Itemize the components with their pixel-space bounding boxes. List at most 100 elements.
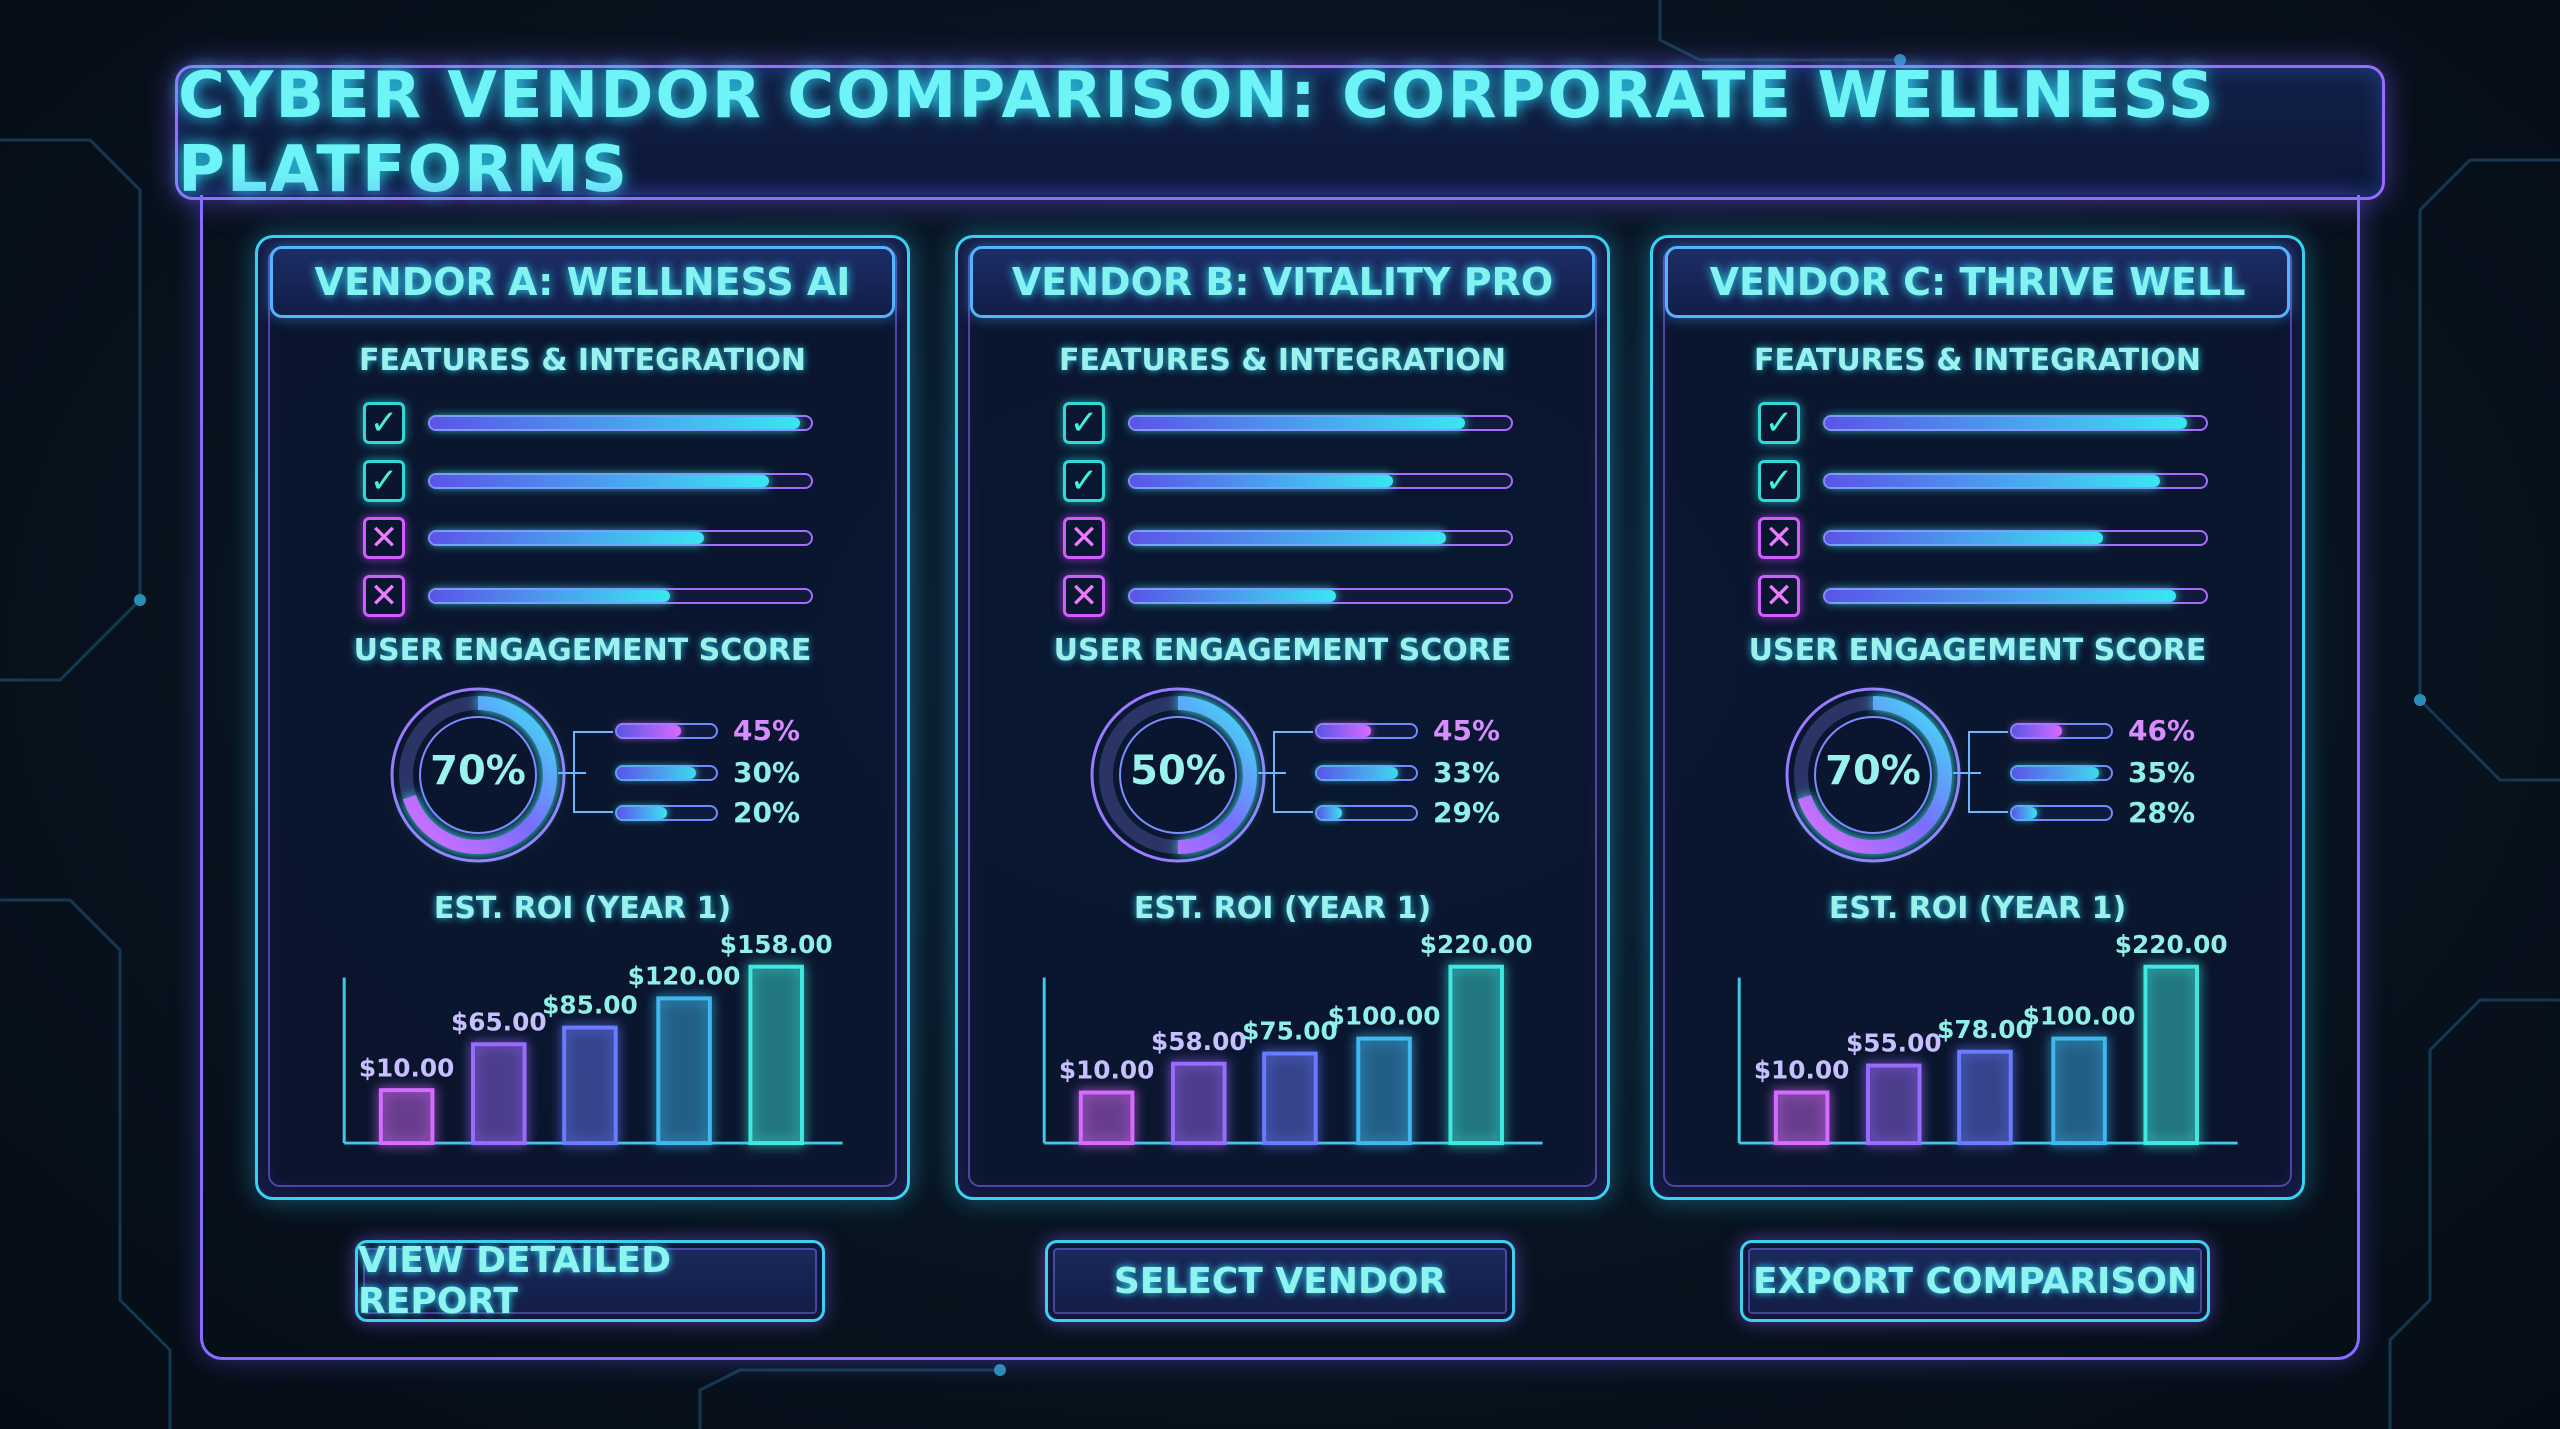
- breakdown-label: 33%: [1433, 756, 1501, 789]
- roi-bar-chart: $10.00 $58.00 $75.00 $100.00 $220.00: [1042, 930, 1543, 1146]
- roi-value-label: $78.00: [1937, 1015, 2033, 1044]
- roi-value-label: $55.00: [1846, 1029, 1942, 1058]
- outer-frame: [200, 195, 2360, 1360]
- vendor-header: VENDOR A: WELLNESS AI: [270, 246, 895, 318]
- checkbox-cross-icon: ✕: [1063, 517, 1105, 559]
- connector-line: [1258, 772, 1286, 774]
- button-label: VIEW DETAILED REPORT: [358, 1240, 671, 1322]
- breakdown-bar: [2010, 765, 2113, 781]
- breakdown-label: 29%: [1433, 796, 1501, 829]
- roi-value-label: $75.00: [1242, 1017, 1338, 1046]
- vendor-name: VENDOR B: VITALITY PRO: [1011, 260, 1554, 304]
- engagement-donut: [1090, 687, 1266, 863]
- roi-title: EST. ROI (YEAR 1): [1828, 891, 2127, 926]
- feature-progress-bar: [1823, 473, 2208, 489]
- engagement-score: 50%: [1130, 748, 1226, 794]
- roi-value-label: $10.00: [1754, 1056, 1850, 1085]
- roi-value-label: $58.00: [1151, 1027, 1247, 1056]
- breakdown-bar: [2010, 723, 2113, 739]
- title-banner: CYBER VENDOR COMPARISON: CORPORATE WELLN…: [175, 59, 2385, 207]
- roi-bar: [748, 964, 804, 1146]
- roi-title: EST. ROI (YEAR 1): [1133, 891, 1432, 926]
- breakdown-bar: [615, 765, 718, 781]
- checkbox-checked-icon: ✓: [1758, 402, 1800, 444]
- feature-progress-bar: [1128, 588, 1513, 604]
- vendor-header: VENDOR C: THRIVE WELL: [1665, 246, 2290, 318]
- roi-bar-chart: $10.00 $65.00 $85.00 $120.00 $158.00: [342, 930, 843, 1146]
- view-detailed-report-button[interactable]: VIEW DETAILED REPORT: [355, 1240, 825, 1322]
- page-title: CYBER VENDOR COMPARISON: CORPORATE WELLN…: [178, 58, 2216, 207]
- engagement-title: USER ENGAGEMENT SCORE: [353, 633, 812, 668]
- breakdown-label: 46%: [2128, 714, 2196, 747]
- roi-value-label: $85.00: [542, 991, 638, 1020]
- engagement-title: USER ENGAGEMENT SCORE: [1748, 633, 2207, 668]
- feature-progress-bar: [1823, 530, 2208, 546]
- features-title: FEATURES & INTEGRATION: [1753, 343, 2202, 378]
- checkbox-checked-icon: ✓: [363, 402, 405, 444]
- checkbox-cross-icon: ✕: [1758, 517, 1800, 559]
- connector-line: [558, 772, 586, 774]
- checkbox-checked-icon: ✓: [363, 460, 405, 502]
- feature-progress-bar: [1128, 530, 1513, 546]
- checkbox-checked-icon: ✓: [1063, 402, 1105, 444]
- button-label: EXPORT COMPARISON: [1752, 1260, 2198, 1302]
- breakdown-label: 28%: [2128, 796, 2196, 829]
- roi-bar: [656, 996, 712, 1146]
- feature-progress-bar: [428, 530, 813, 546]
- vendor-panel-c: VENDOR C: THRIVE WELL FEATURES & INTEGRA…: [1650, 235, 2305, 1200]
- engagement-score: 70%: [430, 748, 526, 794]
- feature-progress-bar: [1823, 415, 2208, 431]
- breakdown-label: 35%: [2128, 756, 2196, 789]
- breakdown-bar: [1315, 765, 1418, 781]
- roi-bar: [471, 1042, 527, 1146]
- feature-progress-bar: [1128, 473, 1513, 489]
- feature-progress-bar: [428, 415, 813, 431]
- vendor-name: VENDOR C: THRIVE WELL: [1709, 260, 2246, 304]
- feature-progress-bar: [428, 588, 813, 604]
- roi-bar: [1773, 1090, 1830, 1146]
- breakdown-label: 20%: [733, 796, 801, 829]
- breakdown-label: 45%: [1433, 714, 1501, 747]
- roi-value-label: $65.00: [451, 1007, 547, 1036]
- roi-title: EST. ROI (YEAR 1): [433, 891, 732, 926]
- checkbox-checked-icon: ✓: [1063, 460, 1105, 502]
- breakdown-bar: [1315, 805, 1418, 821]
- feature-progress-bar: [428, 473, 813, 489]
- engagement-title: USER ENGAGEMENT SCORE: [1053, 633, 1512, 668]
- roi-bar: [562, 1025, 618, 1146]
- connector-line: [1953, 772, 1981, 774]
- roi-bar: [2051, 1036, 2107, 1146]
- breakdown-bar: [615, 723, 718, 739]
- roi-value-label: $10.00: [1059, 1056, 1155, 1085]
- engagement-score: 70%: [1825, 748, 1921, 794]
- checkbox-cross-icon: ✕: [1063, 575, 1105, 617]
- vendor-panel-b: VENDOR B: VITALITY PRO FEATURES & INTEGR…: [955, 235, 1610, 1200]
- engagement-arc: [1794, 696, 1952, 854]
- roi-value-label: $100.00: [1328, 1002, 1441, 1031]
- roi-value-label: $220.00: [1420, 930, 1533, 959]
- features-title: FEATURES & INTEGRATION: [1058, 343, 1507, 378]
- roi-bar: [1866, 1063, 1922, 1146]
- roi-value-label: $120.00: [628, 962, 741, 991]
- engagement-donut: [1785, 687, 1961, 863]
- roi-bar: [1171, 1061, 1227, 1146]
- button-label: SELECT VENDOR: [1113, 1260, 1447, 1302]
- select-vendor-button[interactable]: SELECT VENDOR: [1045, 1240, 1515, 1322]
- roi-value-label: $10.00: [359, 1053, 455, 1082]
- roi-value-label: $158.00: [720, 930, 833, 959]
- roi-bar: [1957, 1049, 2013, 1146]
- roi-bar: [378, 1088, 435, 1146]
- roi-bar: [1448, 964, 1504, 1146]
- feature-progress-bar: [1823, 588, 2208, 604]
- vendor-header: VENDOR B: VITALITY PRO: [970, 246, 1595, 318]
- checkbox-cross-icon: ✕: [1758, 575, 1800, 617]
- roi-bar: [2143, 964, 2199, 1146]
- export-comparison-button[interactable]: EXPORT COMPARISON: [1740, 1240, 2210, 1322]
- roi-value-label: $100.00: [2023, 1002, 2136, 1031]
- breakdown-bar: [2010, 805, 2113, 821]
- feature-progress-bar: [1128, 415, 1513, 431]
- roi-bar: [1262, 1051, 1318, 1146]
- roi-value-label: $220.00: [2115, 930, 2228, 959]
- breakdown-bar: [1315, 723, 1418, 739]
- roi-bar-chart: $10.00 $55.00 $78.00 $100.00 $220.00: [1737, 930, 2238, 1146]
